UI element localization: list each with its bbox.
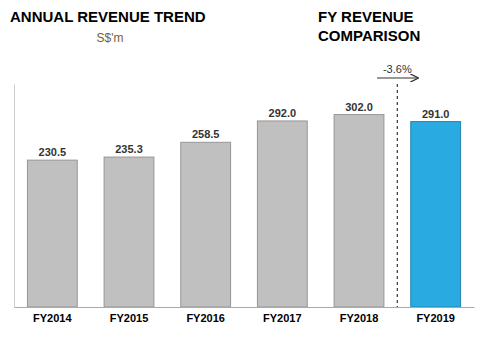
x-tick: FY2018 [340,307,379,324]
data-label: 292.0 [269,107,297,119]
bar [181,142,231,307]
plot: FY2014 FY2015 FY2016 FY2017 FY2018 FY2019 230.… [15,63,475,324]
data-label: 258.5 [192,128,220,140]
bar [27,160,77,307]
x-tick-label: FY2014 [33,312,72,324]
x-tick: FY2016 [186,307,225,324]
x-tick-label: FY2015 [110,312,149,324]
x-tick: FY2017 [263,307,302,324]
bar [334,115,384,307]
x-axis: FY2014 FY2015 FY2016 FY2017 FY2018 FY2019 [15,307,475,324]
right-title: FY REVENUE [318,8,414,25]
y-axis [14,85,15,308]
bar [104,157,154,307]
bar [411,122,461,307]
x-tick-label: FY2016 [186,312,225,324]
x-tick: FY2014 [33,307,72,324]
bars [27,115,460,307]
x-tick-label: FY2017 [263,312,302,324]
right-title: COMPARISON [318,27,420,44]
data-labels: 230.5 235.3 258.5 292.0 302.0 291.0 [39,101,450,159]
data-label: 235.3 [115,143,143,155]
title: ANNUAL REVENUE TREND [10,8,206,25]
data-label: 302.0 [345,101,373,113]
bar [257,121,307,307]
data-label: 230.5 [39,146,67,158]
change-arrow [377,77,418,78]
x-axis-line [15,307,475,308]
divider [397,84,398,307]
x-tick: FY2015 [110,307,149,324]
chart: ANNUAL REVENUE TREND S$'m FY REVENUE COMPAR… [0,0,488,337]
x-tick-label: FY2018 [340,312,379,324]
change-label: -3.6% [383,63,412,75]
data-label: 291.0 [422,108,450,120]
subtitle: S$'m [97,31,124,45]
x-tick-label: FY2019 [416,312,455,324]
y-axis-line [14,85,15,308]
x-tick: FY2019 [416,307,455,324]
